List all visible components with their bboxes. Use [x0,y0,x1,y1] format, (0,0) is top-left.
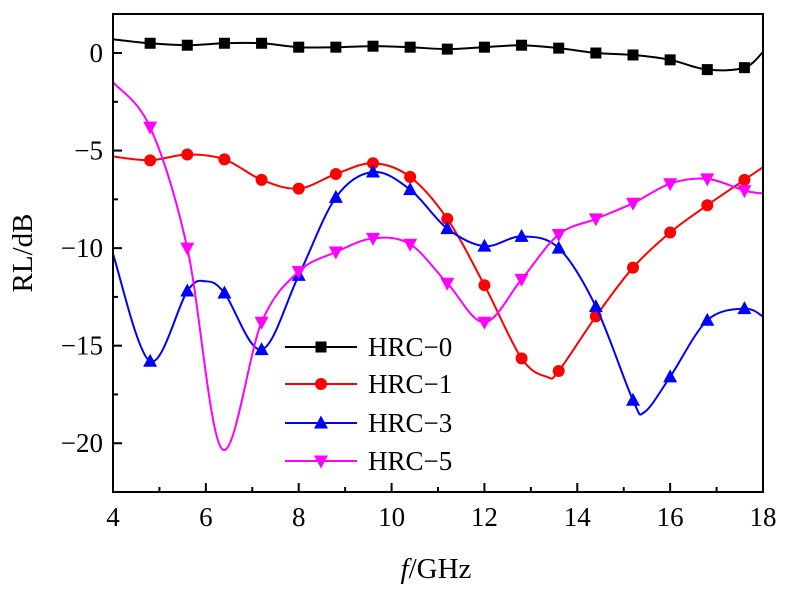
series-3-point [403,182,418,196]
series-3-point [254,342,269,356]
series-1-point [738,62,750,74]
series-1-point [590,47,602,59]
series-4-point [440,277,455,291]
series-4-point [588,213,603,227]
series-4-point [551,228,566,242]
series-1-point [256,37,268,49]
series-4-point [366,232,380,246]
series-2-point [441,212,454,225]
series-1-point [516,39,528,51]
series-1-point [478,41,490,53]
series-2-point [367,157,379,170]
series-3-point [514,228,529,242]
series-2-point [738,173,751,186]
series-1-point [367,40,379,52]
series-3-point [551,240,566,254]
legend-marker-2 [315,378,327,390]
x-axis-title-unit: /GHz [409,553,472,585]
series-2-point [664,226,677,239]
series-2-point [701,199,714,212]
series-3-line [112,170,764,416]
series-3-point [440,221,455,235]
series-3-point [366,164,380,178]
x-tick-label: 14 [564,502,592,532]
legend-label-4: HRC−5 [368,446,452,476]
series-3-point [477,238,492,252]
x-tick-label: 10 [378,502,405,532]
series-2-point [292,182,305,195]
legend-marker-3 [314,415,328,429]
series-2-point [478,279,491,292]
series-1-point [181,39,193,51]
series-4-point [663,178,678,192]
series-3-point [626,392,640,406]
series-4-point [626,197,640,211]
x-tick-label: 8 [292,502,306,532]
legend-label-3: HRC−3 [368,408,452,438]
legend-label-2: HRC−1 [368,369,452,399]
series-3-point [143,353,158,367]
series-2-line [112,153,764,380]
y-tick-label: −5 [74,136,103,166]
series-4-point [328,246,343,260]
series-3-point [588,299,603,313]
series-4-point [291,266,306,280]
series-2-point [255,173,268,186]
series-1-point [664,54,676,66]
series-4-point [477,316,492,330]
series-1-point [701,64,713,76]
x-tick-label: 16 [657,502,684,532]
legend-label-1: HRC−0 [368,332,452,362]
series-4-point [514,273,529,287]
series-1-point [293,41,305,53]
series-2-point [627,261,639,274]
series-4-point [700,173,715,187]
series-1-point [218,37,230,49]
series-3-point [737,301,752,315]
y-tick-label: −10 [61,233,103,263]
series-1-point [144,37,156,49]
series-layer [112,37,764,451]
y-tick-label: 0 [90,38,104,68]
series-1-point [553,42,565,54]
series-3-point [328,189,343,203]
x-tick-label: 6 [199,502,213,532]
legend-marker-1 [315,341,327,353]
legend-marker-4 [314,455,328,469]
series-4-point [737,185,752,199]
x-axis-title: f/GHz [401,553,472,585]
series-3-point [700,312,715,326]
series-4-point [180,242,195,256]
y-axis-title: RL/dB [7,214,39,293]
ticks-layer: 4 6 8 10 12 14 16 18 0 −5 −10 −15 −20 [61,38,777,532]
series-3-point [180,283,195,297]
legend: HRC−0 HRC−1 HRC−3 HRC−5 [285,332,452,476]
series-2-point [515,352,528,365]
series-2-point [329,167,342,180]
series-4-point [143,121,158,135]
series-2-point [218,153,231,166]
series-2-point [404,170,417,183]
series-1-point [330,41,342,53]
x-tick-label: 12 [471,502,498,532]
x-tick-label: 4 [106,502,120,532]
series-1-point [627,49,639,61]
series-2-point [144,154,157,167]
series-3-point [663,369,678,383]
series-2-point [552,365,565,378]
y-tick-label: −15 [61,331,103,361]
x-tick-label: 18 [750,502,777,532]
series-1-point [441,43,453,55]
series-4-point [254,316,269,330]
series-3-point [217,285,232,299]
series-2-point [181,148,194,161]
series-4-point [403,238,418,252]
series-1-point [404,41,416,53]
y-tick-label: −20 [61,428,103,458]
